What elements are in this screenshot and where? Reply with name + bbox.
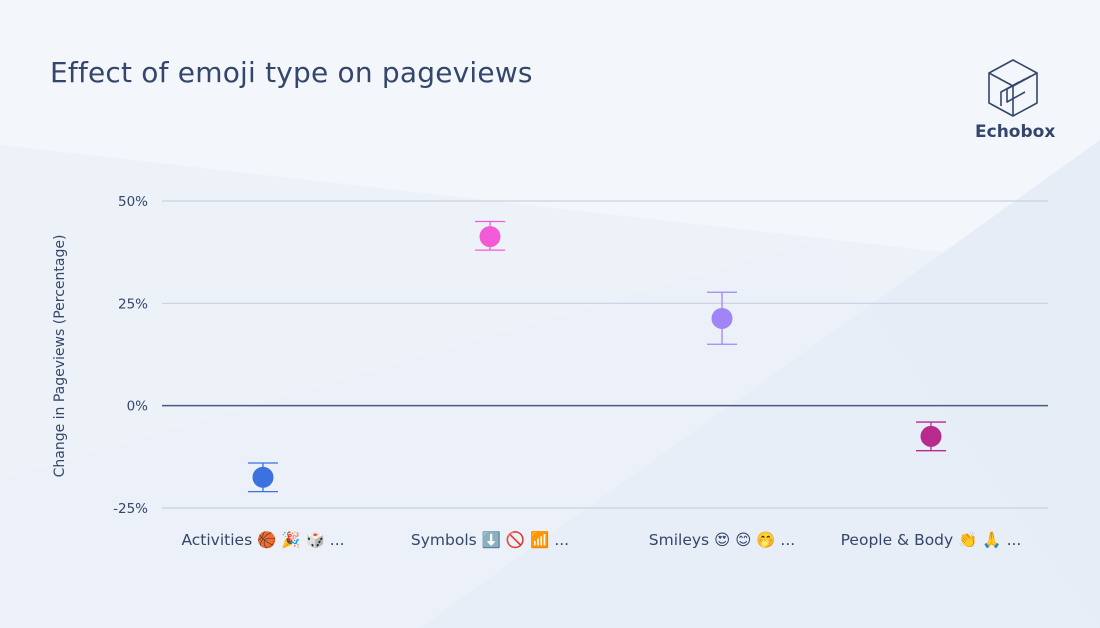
echobox-cube-icon xyxy=(988,59,1038,117)
data-point-group xyxy=(707,291,737,345)
chart-title: Effect of emoji type on pageviews xyxy=(50,56,533,89)
data-point xyxy=(252,466,274,488)
x-category-label: People & Body 👏 🙏 ... xyxy=(840,531,1022,549)
data-point xyxy=(711,307,733,329)
data-point xyxy=(479,226,501,248)
brand-name: Echobox xyxy=(975,122,1056,142)
x-category-label: Symbols ⬇️ 🚫 📶 ... xyxy=(410,531,570,549)
y-tick-label: 50% xyxy=(118,194,148,210)
y-tick-label: -25% xyxy=(113,501,148,517)
y-tick-label: 0% xyxy=(127,399,149,415)
data-point-group xyxy=(916,421,946,452)
x-category-label: Activities 🏀 🎉 🎲 ... xyxy=(181,531,345,549)
y-axis-label: Change in Pageviews (Percentage) xyxy=(52,235,68,478)
brand: Echobox xyxy=(970,58,1060,148)
x-category-label: Smileys 😍 😊 🤭 ... xyxy=(648,531,796,549)
data-point-group xyxy=(248,462,278,493)
data-point xyxy=(920,425,942,447)
data-point-group xyxy=(475,220,505,251)
y-tick-label: 25% xyxy=(118,296,148,312)
